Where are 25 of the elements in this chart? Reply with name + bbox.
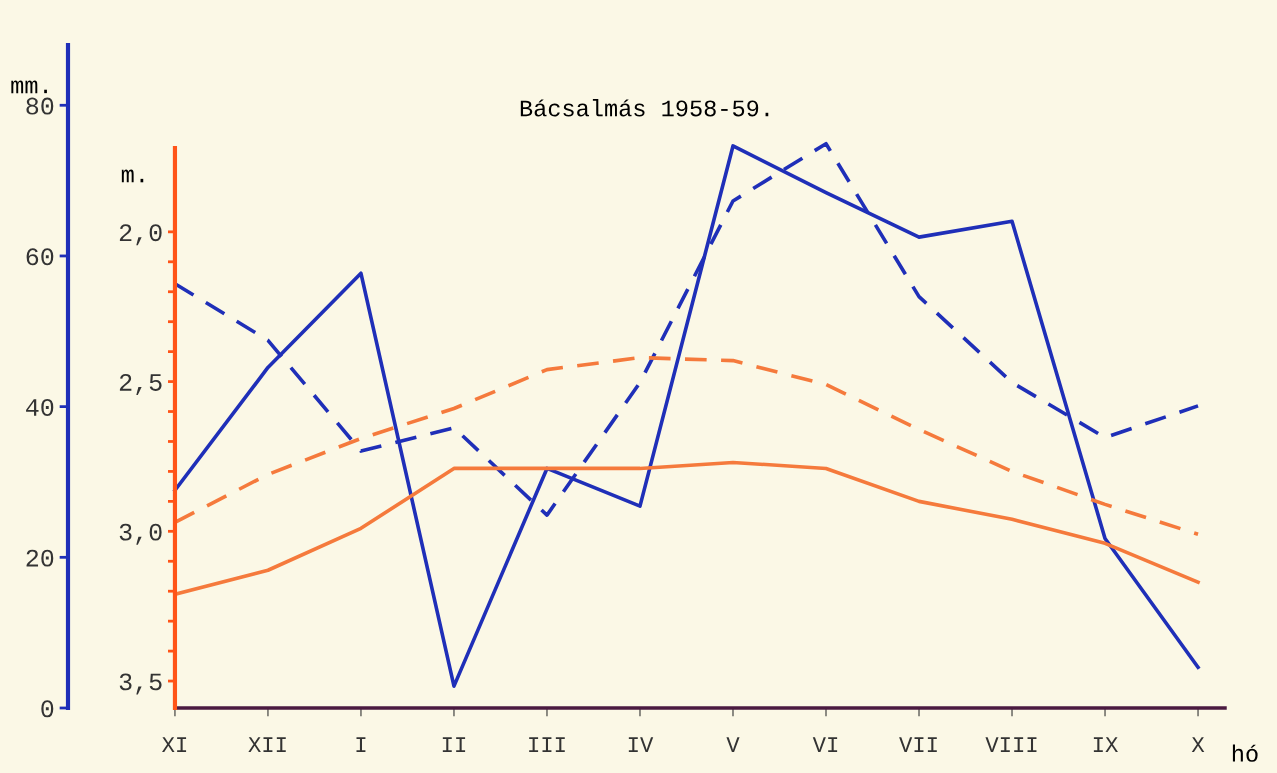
x-tick-label: VIII — [985, 737, 1037, 752]
x-tick-label: III — [529, 737, 565, 752]
y-tick-label: 40 — [26, 398, 54, 416]
x-tick-label: V — [726, 737, 740, 752]
y2-tick-label: 2,0 — [119, 224, 162, 246]
x-tick-label: IV — [628, 737, 654, 752]
x-tick-label: IX — [1093, 737, 1118, 752]
x-axis-title: hó — [1232, 744, 1258, 762]
x-tick-label: I — [356, 737, 366, 752]
x-tick-label: XII — [248, 737, 286, 752]
y2-axis-title: m. — [121, 169, 144, 183]
x-tick-label: X — [1191, 737, 1205, 752]
y-tick-label: 80 — [26, 97, 54, 115]
y2-tick-label: 3,0 — [119, 523, 162, 545]
x-tick-label: VI — [812, 737, 838, 752]
y-tick-label: 20 — [26, 549, 54, 567]
x-tick-label: II — [442, 737, 466, 752]
y-tick-label: 60 — [26, 248, 54, 266]
y-axis-title: mm. — [11, 80, 47, 94]
x-tick-label: XI — [162, 737, 187, 752]
y2-tick-label: 2,5 — [119, 373, 162, 396]
x-tick-label: VII — [899, 737, 937, 752]
y-tick-label: 0 — [41, 700, 54, 718]
text: Bácsalmás 1958-59. — [520, 99, 769, 117]
y2-tick-label: 3,5 — [119, 673, 162, 695]
